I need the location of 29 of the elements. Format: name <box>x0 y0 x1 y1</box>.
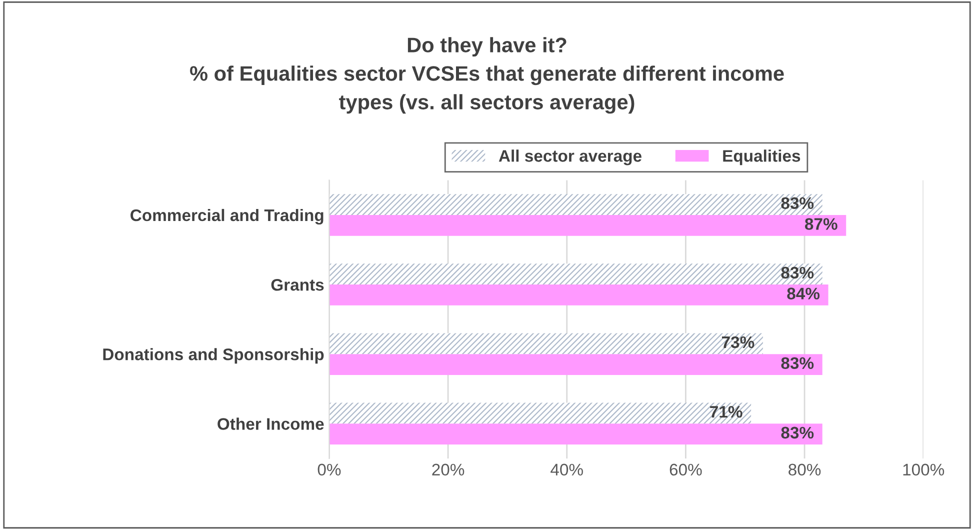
x-tick-label: 100% <box>903 464 944 476</box>
y-tick-label: Grants <box>271 278 324 291</box>
bar <box>329 354 822 375</box>
x-tick-label: 20% <box>432 464 464 476</box>
bar <box>329 402 752 424</box>
bar <box>329 214 846 236</box>
y-tick-label: Donations and Sponsorship <box>103 348 324 364</box>
x-tick-label: 40% <box>550 464 583 476</box>
legend-label: Equalities <box>723 150 800 166</box>
bar <box>329 284 828 306</box>
bar <box>329 264 822 285</box>
x-tick-label: 0% <box>318 464 341 476</box>
y-tick-label: Other Income <box>218 418 324 430</box>
bar <box>329 424 822 445</box>
data-label: 83% <box>781 357 814 370</box>
legend-label: All sector average <box>498 150 642 166</box>
data-label: 73% <box>722 336 754 348</box>
data-label: 71% <box>710 406 742 418</box>
data-label: 87% <box>804 218 838 230</box>
data-label: 83% <box>781 426 814 439</box>
x-tick-label: 60% <box>670 464 702 476</box>
data-label: 83% <box>781 197 814 210</box>
bar <box>329 333 763 354</box>
bar <box>329 194 822 215</box>
chart-title: Do they have it? % of Equalities sector VCSEs that generate different income types (vs. all sectors average) <box>190 37 784 114</box>
x-tick-label: 80% <box>788 464 821 476</box>
data-label: 83% <box>781 266 814 279</box>
y-tick-label: Commercial and Trading <box>130 208 324 225</box>
data-label: 84% <box>787 288 820 300</box>
